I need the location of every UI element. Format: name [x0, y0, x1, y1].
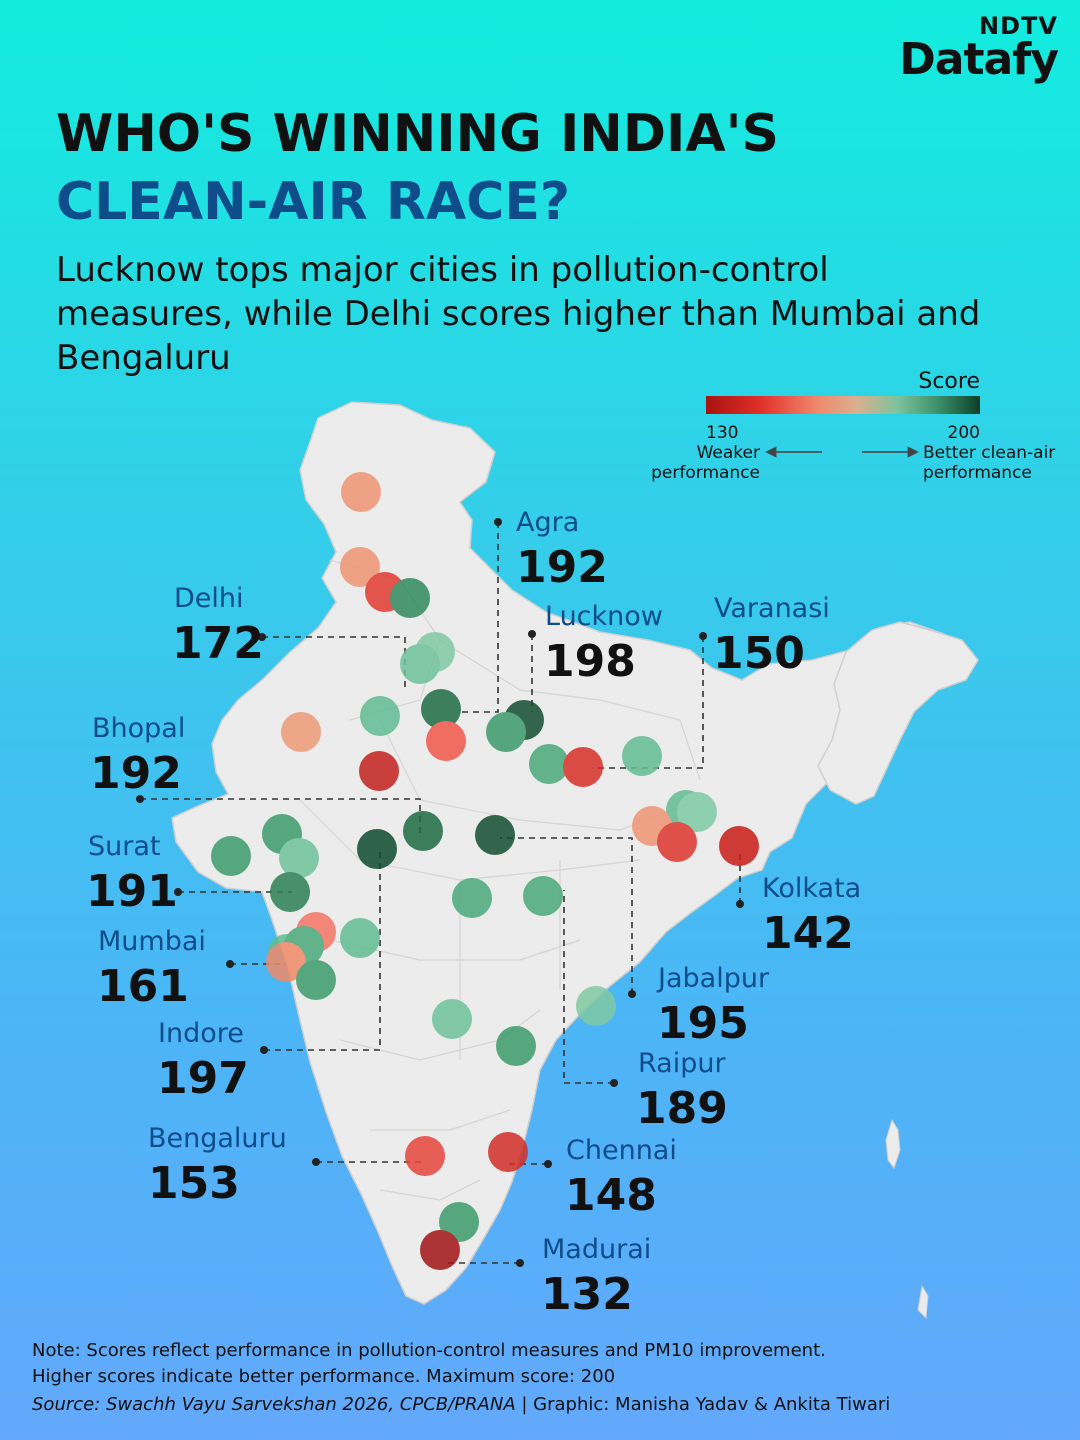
ndtv-datafy-logo: NDTV Datafy [899, 12, 1059, 85]
footnote: Note: Scores reflect performance in poll… [32, 1338, 826, 1390]
city-bubble [576, 986, 616, 1026]
city-score-lucknow: 198 [544, 636, 636, 687]
city-bubble [439, 1202, 479, 1242]
city-bubble [281, 712, 321, 752]
city-score-raipur: 189 [636, 1083, 728, 1134]
city-name-mumbai: Mumbai [98, 926, 206, 957]
leader-dots [136, 518, 744, 1267]
city-bubble [426, 721, 466, 761]
city-bubble [719, 826, 759, 866]
city-bubble [432, 999, 472, 1039]
city-score-mumbai: 161 [97, 961, 189, 1012]
city-bubble [360, 696, 400, 736]
legend-min: 130 [706, 423, 738, 443]
city-bubble [622, 736, 662, 776]
city-name-kolkata: Kolkata [762, 873, 861, 904]
city-name-indore: Indore [158, 1018, 244, 1049]
city-bubble [270, 872, 310, 912]
legend-color-bar [706, 396, 980, 414]
city-bubble [421, 689, 461, 729]
city-bubble [657, 822, 697, 862]
city-bubble [357, 829, 397, 869]
city-bubble [488, 1132, 528, 1172]
city-bubble [390, 578, 430, 618]
city-score-madurai: 132 [541, 1269, 633, 1320]
city-name-surat: Surat [88, 831, 160, 862]
legend-low-label-1: Weaker [697, 443, 760, 463]
brand-datafy: Datafy [899, 34, 1059, 85]
legend-max: 200 [948, 423, 980, 443]
legend-low-label-2: performance [651, 463, 760, 483]
city-name-varanasi: Varanasi [714, 593, 830, 624]
city-name-chennai: Chennai [566, 1135, 677, 1166]
city-bubble [340, 547, 380, 587]
brand-ndtv: NDTV [979, 12, 1058, 40]
city-score-bengaluru: 153 [148, 1158, 240, 1209]
city-bubble [400, 644, 440, 684]
city-score-agra: 192 [516, 542, 608, 593]
source-label: Source: Swachh Vayu Sarvekshan 2026, CPC… [32, 1394, 516, 1415]
city-score-bhopal: 192 [90, 748, 182, 799]
city-bubble [452, 878, 492, 918]
india-northeast-shape [817, 621, 979, 805]
graphic-credit: | Graphic: Manisha Yadav & Ankita Tiwari [515, 1394, 891, 1415]
city-bubble [523, 876, 563, 916]
city-name-delhi: Delhi [174, 583, 244, 614]
city-bubble [475, 815, 515, 855]
city-labels: Agra 192 Delhi 172 Lucknow 198 Varanasi … [86, 507, 861, 1320]
city-name-bhopal: Bhopal [92, 713, 185, 744]
legend-high-label-2: performance [923, 463, 1032, 483]
city-bubble [677, 792, 717, 832]
city-score-delhi: 172 [172, 618, 264, 669]
footnote-line-2: Higher scores indicate better performanc… [32, 1366, 616, 1387]
city-bubble [405, 1136, 445, 1176]
city-score-chennai: 148 [565, 1170, 657, 1221]
city-bubble [340, 918, 380, 958]
andaman-islands-shape [885, 1118, 901, 1170]
city-bubble [266, 942, 306, 982]
city-bubble [211, 836, 251, 876]
city-bubble [403, 811, 443, 851]
city-score-indore: 197 [157, 1053, 249, 1104]
city-name-bengaluru: Bengaluru [148, 1123, 287, 1154]
source-credit: Source: Swachh Vayu Sarvekshan 2026, CPC… [32, 1394, 890, 1415]
city-bubble [420, 1230, 460, 1270]
title-line-1: WHO'S WINNING INDIA'S [56, 104, 779, 164]
city-score-surat: 191 [86, 866, 178, 917]
city-name-lucknow: Lucknow [545, 601, 663, 632]
city-score-jabalpur: 195 [657, 998, 749, 1049]
city-bubbles [211, 472, 759, 1270]
city-bubble [296, 960, 336, 1000]
city-bubble [359, 751, 399, 791]
city-name-madurai: Madurai [542, 1234, 651, 1265]
legend: Score 130 200 Weaker performance Better … [651, 369, 1055, 483]
city-name-agra: Agra [516, 507, 579, 538]
legend-high-label-1: Better clean-air [923, 443, 1055, 463]
city-bubble [486, 712, 526, 752]
city-score-kolkata: 142 [762, 908, 854, 959]
subtitle: Lucknow tops major cities in pollution-c… [56, 250, 981, 378]
city-bubble [496, 1026, 536, 1066]
city-bubble [529, 744, 569, 784]
footnote-line-1: Note: Scores reflect performance in poll… [32, 1340, 826, 1361]
city-bubble [563, 747, 603, 787]
city-bubble [279, 838, 319, 878]
city-name-jabalpur: Jabalpur [656, 963, 770, 994]
city-bubble [341, 472, 381, 512]
nicobar-islands-shape [917, 1284, 929, 1320]
legend-title: Score [918, 369, 980, 394]
city-score-varanasi: 150 [713, 628, 805, 679]
title-line-2: CLEAN-AIR RACE? [56, 172, 571, 232]
city-name-raipur: Raipur [638, 1048, 726, 1079]
